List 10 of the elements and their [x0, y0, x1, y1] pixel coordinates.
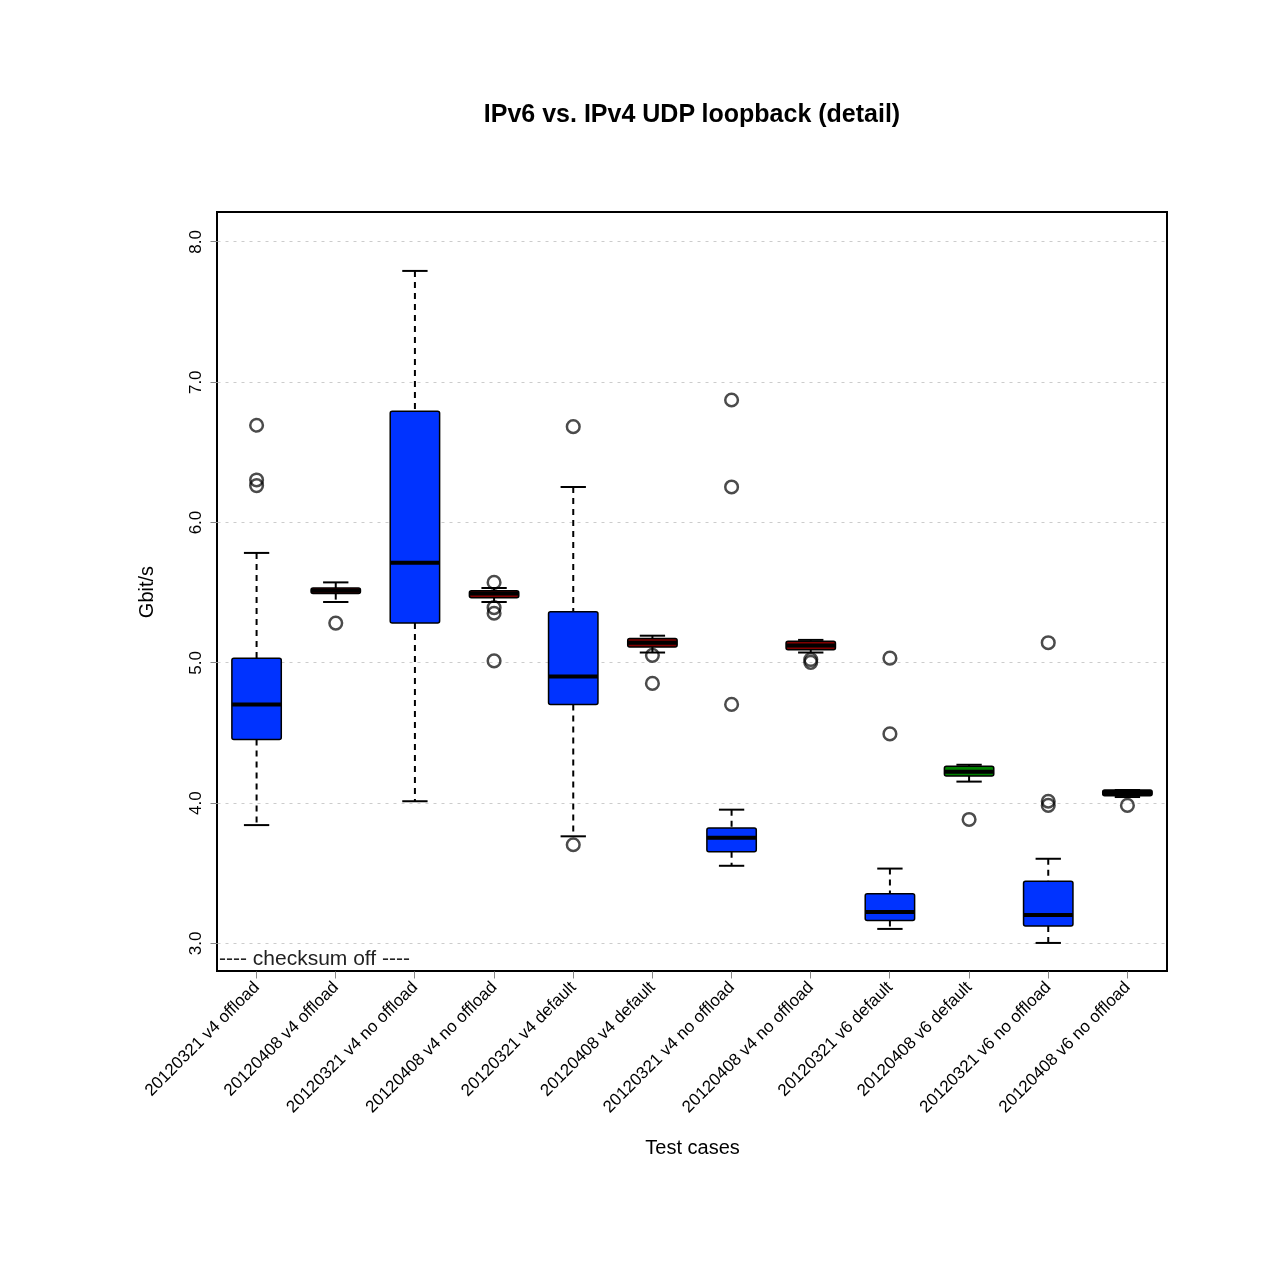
- y-tick-label: 5.0: [185, 651, 205, 675]
- annotation: ---- checksum off ----: [219, 946, 410, 969]
- chart-title: IPv6 vs. IPv4 UDP loopback (detail): [483, 99, 901, 127]
- y-tick-label: 4.0: [185, 791, 205, 815]
- y-tick-label: 3.0: [185, 931, 205, 956]
- y-tick-label: 6.0: [185, 510, 205, 535]
- y-tick-label: 7.0: [185, 370, 205, 395]
- x-axis-title: Test cases: [645, 1135, 740, 1158]
- y-axis-title: Gbit/s: [134, 565, 157, 619]
- y-tick-label: 8.0: [185, 230, 205, 254]
